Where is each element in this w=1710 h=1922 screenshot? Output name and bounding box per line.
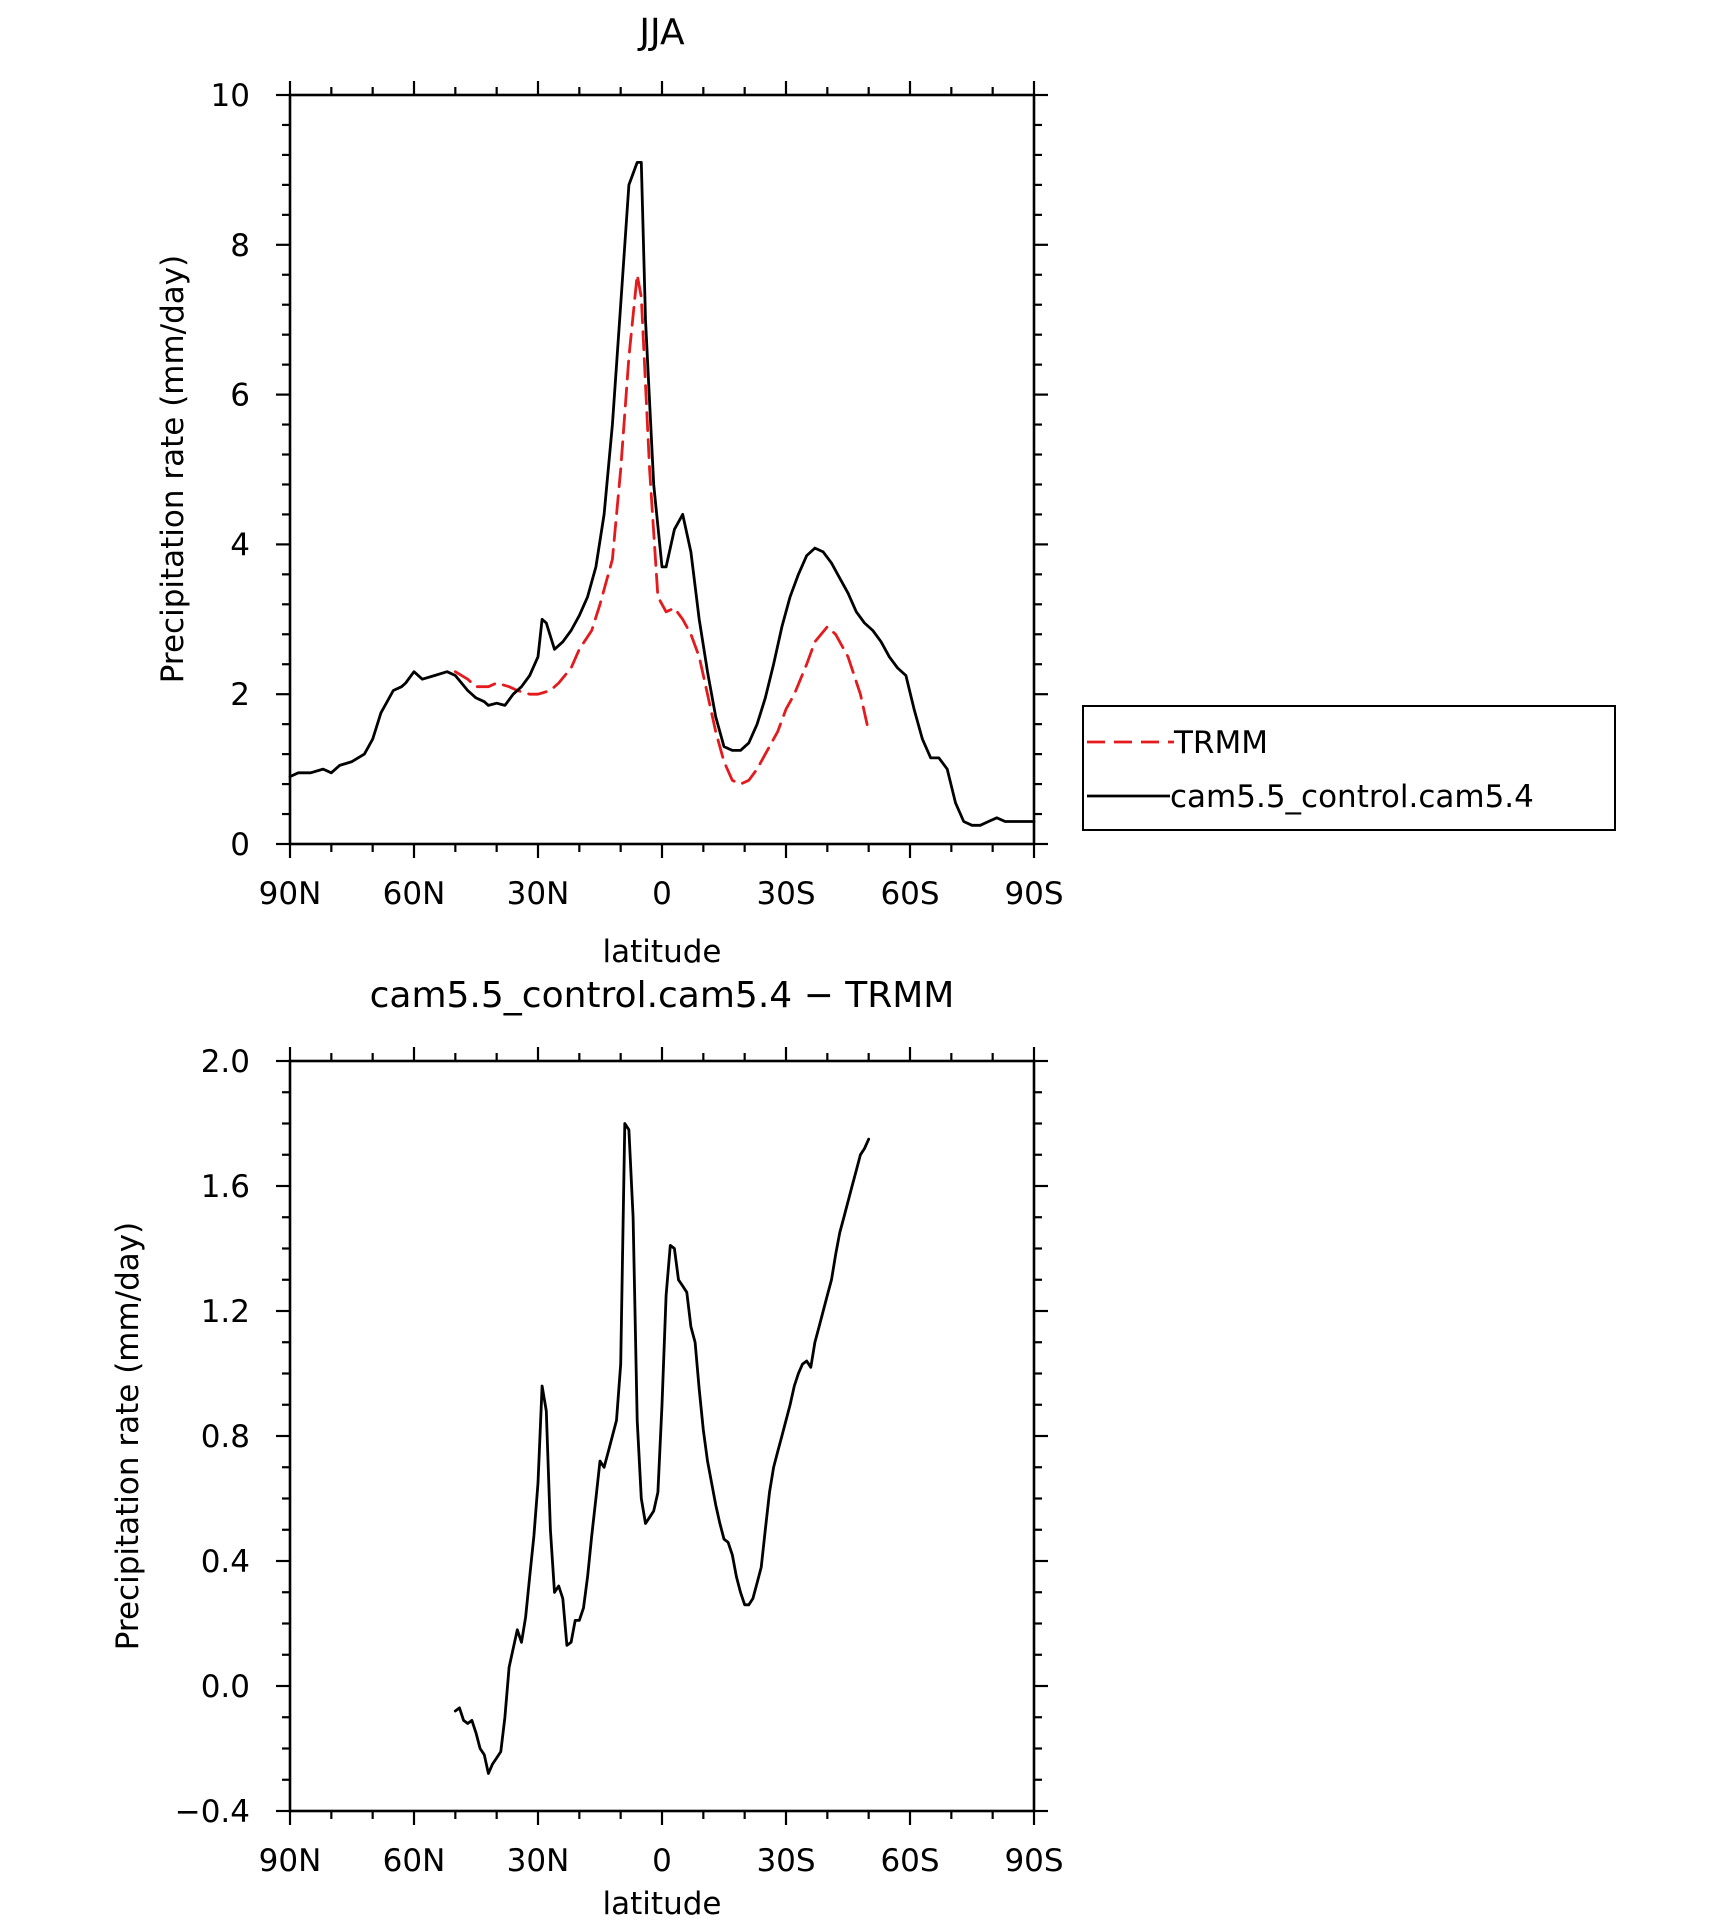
x-tick-label: 0	[652, 1843, 672, 1879]
panel-jja-tick-labels: 90N 60N 30N 0 30S 60S 90S 0 2 4 6 8 10	[211, 78, 1064, 912]
y-tick-label: 0.0	[201, 1669, 250, 1705]
series-line-cam5-5-control-cam5-4	[288, 160, 1036, 827]
x-tick-label: 30S	[756, 876, 815, 912]
x-tick-label: 90N	[259, 876, 322, 912]
y-tick-label: 0.8	[201, 1419, 250, 1455]
panel-jja-title: JJA	[637, 12, 685, 53]
x-tick-label: 60N	[383, 1843, 446, 1879]
y-tick-label: 8	[230, 228, 250, 264]
x-tick-label: 90S	[1004, 876, 1063, 912]
x-tick-label: 30S	[756, 1843, 815, 1879]
y-tick-label: 4	[230, 527, 250, 563]
y-tick-label: 10	[211, 78, 250, 114]
y-tick-label: 2.0	[201, 1044, 250, 1080]
panel-difference-series	[453, 1122, 871, 1775]
y-tick-label: 6	[230, 378, 250, 414]
y-tick-label: 0	[230, 827, 250, 863]
panel-jja-x-axis-label: latitude	[603, 934, 722, 970]
y-tick-label: 1.6	[201, 1169, 250, 1205]
series-line-trmm	[453, 273, 871, 786]
x-tick-label: 30N	[507, 1843, 570, 1879]
series-line-cam5-5-control-cam5-4-trmm	[453, 1122, 871, 1775]
y-tick-label: −0.4	[175, 1794, 250, 1830]
legend-box	[1082, 705, 1616, 831]
panel-difference-y-axis-label: Precipitation rate (mm/day)	[110, 1222, 146, 1651]
panel-jja-y-axis-label: Precipitation rate (mm/day)	[155, 255, 191, 684]
x-tick-label: 90N	[259, 1843, 322, 1879]
panel-difference-x-axis-label: latitude	[603, 1886, 722, 1922]
panel-jja-plot-frame	[288, 93, 1036, 846]
panel-difference: cam5.5_control.cam5.4 − TRMM 90N 60N 30N 0 3…	[110, 975, 1064, 1922]
x-tick-label: 60S	[880, 1843, 939, 1879]
panel-difference-title: cam5.5_control.cam5.4 − TRMM	[370, 975, 955, 1016]
y-tick-label: 2	[230, 677, 250, 713]
panel-jja-ticks	[276, 81, 1048, 858]
y-tick-label: 1.2	[201, 1294, 250, 1330]
legend-cam-label: cam5.5_control.cam5.4	[1170, 779, 1534, 815]
x-tick-label: 0	[652, 876, 672, 912]
x-tick-label: 60S	[880, 876, 939, 912]
y-tick-label: 0.4	[201, 1544, 250, 1580]
legend: TRMM cam5.5_control.cam5.4	[1082, 705, 1616, 831]
legend-trmm-label: TRMM	[1173, 725, 1268, 761]
panel-jja-series	[288, 160, 1036, 827]
panel-difference-plot-frame	[288, 1059, 1036, 1813]
x-tick-label: 90S	[1004, 1843, 1063, 1879]
x-tick-label: 30N	[507, 876, 570, 912]
panel-difference-ticks	[276, 1047, 1048, 1825]
x-tick-label: 60N	[383, 876, 446, 912]
panel-difference-tick-labels: 90N 60N 30N 0 30S 60S 90S −0.4 0.0 0.4 0.8 1.2 1.6 2.…	[175, 1044, 1064, 1879]
